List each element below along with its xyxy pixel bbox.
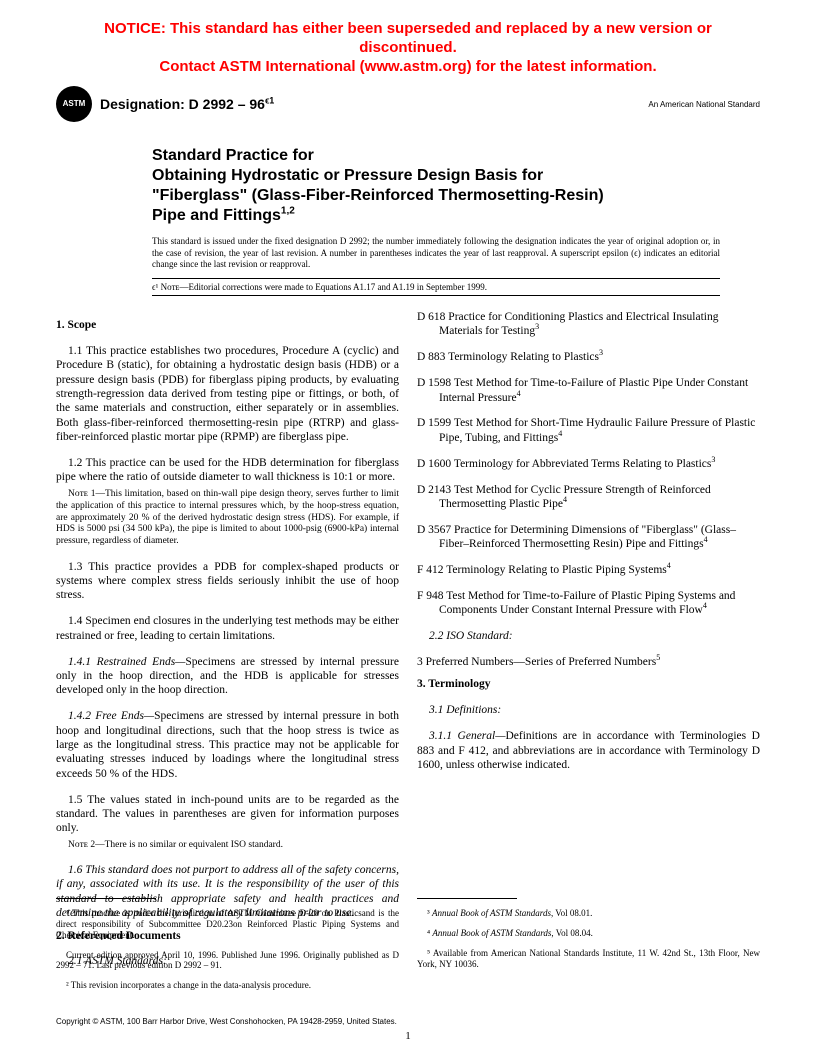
notice-line2: Contact ASTM International (www.astm.org…: [159, 58, 656, 75]
reference-item: F 948 Test Method for Time-to-Failure of…: [417, 589, 760, 618]
header-left: ASTM Designation: D 2992 – 96ϵ1: [56, 86, 274, 122]
issuance-note: This standard is issued under the fixed …: [152, 236, 720, 270]
footnotes-left: ¹ This practice is under the jurisdictio…: [56, 898, 399, 1000]
footnote-1: ¹ This practice is under the jurisdictio…: [56, 908, 399, 940]
note-1: Nᴏᴛᴇ 1—This limitation, based on thin-wa…: [56, 489, 399, 548]
para-2.2: 2.2 ISO Standard:: [417, 629, 760, 643]
page-number: 1: [0, 1030, 816, 1042]
header-right: An American National Standard: [648, 100, 760, 109]
reference-item: F 412 Terminology Relating to Plastic Pi…: [417, 563, 760, 577]
para-1.4.2: 1.4.2 Free Ends—Specimens are stressed b…: [56, 709, 399, 781]
header-row: ASTM Designation: D 2992 – 96ϵ1 An Ameri…: [56, 86, 760, 122]
footnote-edition: Current edition approved April 10, 1996.…: [56, 950, 399, 972]
designation: Designation: D 2992 – 96ϵ1: [100, 96, 274, 112]
reference-item: D 2143 Test Method for Cyclic Pressure S…: [417, 483, 760, 512]
reference-item: D 3567 Practice for Determining Dimensio…: [417, 523, 760, 552]
para-1.4.1: 1.4.1 Restrained Ends—Specimens are stre…: [56, 655, 399, 698]
reference-item: D 1600 Terminology for Abbreviated Terms…: [417, 457, 760, 471]
para-1.4: 1.4 Specimen end closures in the underly…: [56, 614, 399, 643]
references-list: D 618 Practice for Conditioning Plastics…: [417, 310, 760, 618]
document-title: Standard Practice for Obtaining Hydrosta…: [152, 146, 720, 226]
copyright: Copyright © ASTM, 100 Barr Harbor Drive,…: [56, 1017, 397, 1026]
footnote-5: ⁵ Available from American National Stand…: [417, 948, 760, 970]
footnotes: ¹ This practice is under the jurisdictio…: [56, 898, 760, 1000]
footnote-3: ³ Annual Book of ASTM Standards, Vol 08.…: [417, 908, 760, 919]
footnote-2: ² This revision incorporates a change in…: [56, 980, 399, 991]
astm-logo-icon: ASTM: [56, 86, 92, 122]
reference-item: D 1598 Test Method for Time-to-Failure o…: [417, 376, 760, 405]
footnote-rule: [417, 898, 517, 899]
reference-item: D 1599 Test Method for Short-Time Hydrau…: [417, 416, 760, 445]
document-page: NOTICE: This standard has either been su…: [0, 0, 816, 1056]
note-2: Nᴏᴛᴇ 2—There is no similar or equivalent…: [56, 840, 399, 852]
para-3.1.1: 3.1.1 General—Definitions are in accorda…: [417, 729, 760, 772]
para-1.1: 1.1 This practice establishes two proced…: [56, 344, 399, 445]
section-3-head: 3. Terminology: [417, 677, 760, 691]
notice-banner: NOTICE: This standard has either been su…: [56, 20, 760, 76]
para-1.3: 1.3 This practice provides a PDB for com…: [56, 560, 399, 603]
reference-item: D 618 Practice for Conditioning Plastics…: [417, 310, 760, 339]
epsilon-note: ϵ¹ Nᴏᴛᴇ—Editorial corrections were made …: [152, 278, 720, 296]
footnote-rule: [56, 898, 156, 899]
iso-ref: 3 Preferred Numbers—Series of Preferred …: [417, 655, 760, 669]
section-1-head: 1. Scope: [56, 318, 399, 332]
para-1.5: 1.5 The values stated in inch-pound unit…: [56, 793, 399, 836]
reference-item: D 883 Terminology Relating to Plastics3: [417, 350, 760, 364]
footnote-4: ⁴ Annual Book of ASTM Standards, Vol 08.…: [417, 928, 760, 939]
para-3.1: 3.1 Definitions:: [417, 703, 760, 717]
footnotes-right: ³ Annual Book of ASTM Standards, Vol 08.…: [417, 898, 760, 1000]
para-1.2: 1.2 This practice can be used for the HD…: [56, 456, 399, 485]
notice-line1: NOTICE: This standard has either been su…: [104, 20, 712, 56]
body-columns: 1. Scope 1.1 This practice establishes t…: [56, 310, 760, 1000]
title-block: Standard Practice for Obtaining Hydrosta…: [152, 146, 720, 296]
